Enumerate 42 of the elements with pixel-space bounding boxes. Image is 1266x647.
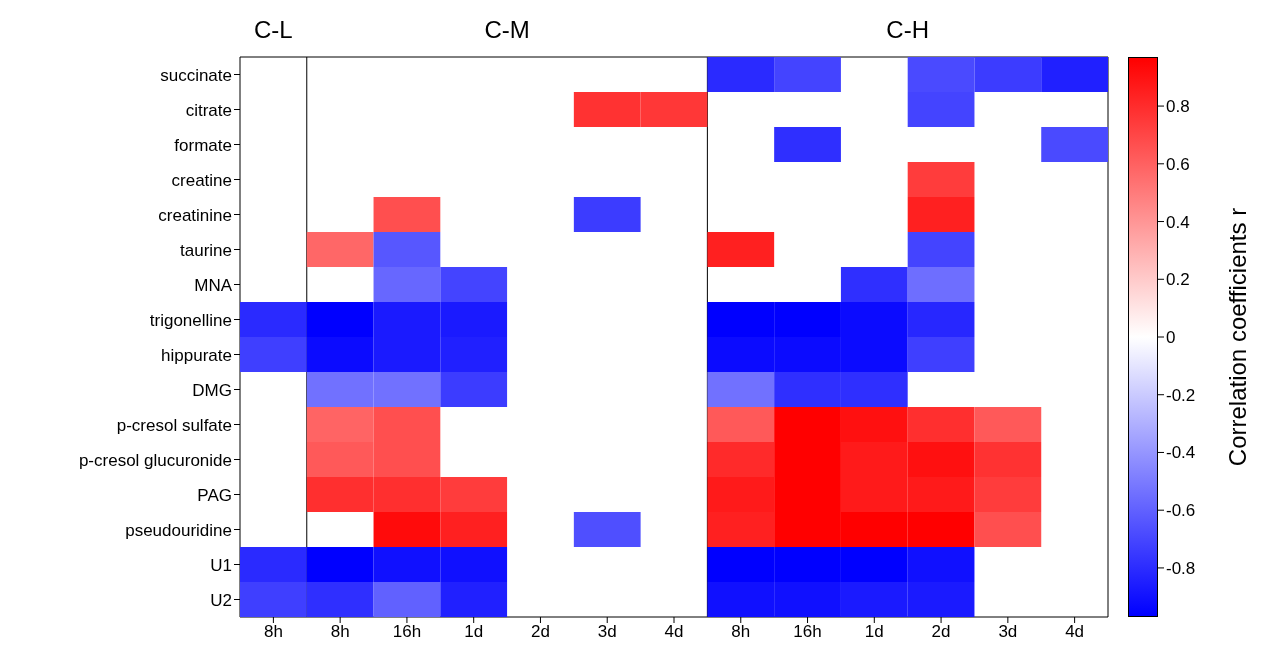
x-tick-label: 2d	[931, 622, 951, 642]
text: C-H	[885, 16, 930, 44]
color-bar-label: -0.4	[1166, 443, 1196, 463]
color-bar-title: Correlation coefficients r	[1224, 206, 1252, 469]
x-tick-label: 1d	[464, 622, 484, 642]
x-tick-label: 2d	[531, 622, 550, 642]
y-tick-label: taurine	[180, 240, 232, 260]
color-bar-label: 0.8	[1166, 97, 1190, 117]
y-tick-label: trigonelline	[149, 310, 232, 330]
color-bar-label: -0.8	[1166, 558, 1196, 578]
y-tick-label: formate	[174, 135, 232, 155]
y-tick-label: U2	[210, 590, 232, 610]
y-tick-label: creatine	[171, 170, 232, 190]
color-bar-label: -0.2	[1166, 385, 1196, 405]
y-tick-label: succinate	[160, 65, 232, 85]
y-tick-label: DMG	[192, 380, 232, 400]
y-tick-label: p-cresol glucuronide	[78, 450, 232, 470]
color-bar-label: 0.2	[1166, 270, 1190, 290]
x-tick-label: 4d	[1065, 622, 1085, 642]
x-tick-label: 8h	[731, 622, 751, 642]
color-bar-label: -0.6	[1166, 501, 1196, 521]
x-tick-label: 3d	[998, 622, 1018, 642]
y-tick-label: pseudouridine	[125, 520, 232, 540]
x-tick-label: 16h	[392, 622, 422, 642]
text: C-L	[253, 16, 294, 44]
y-tick-label: PAG	[197, 485, 232, 505]
y-tick-label: hippurate	[161, 345, 232, 365]
color-bar-label: 0.4	[1166, 212, 1190, 232]
x-tick-label: 1d	[864, 622, 884, 642]
y-tick-label: U1	[210, 555, 232, 575]
color-bar-label: 0.6	[1166, 154, 1190, 174]
color-bar-label: 0	[1166, 328, 1176, 348]
y-tick-label: MNA	[194, 275, 233, 295]
y-tick-label: creatinine	[158, 205, 232, 225]
x-tick-label: 8h	[263, 622, 283, 642]
y-tick-label: citrate	[185, 100, 232, 120]
x-tick-label: 16h	[793, 622, 822, 642]
x-tick-label: 4d	[664, 622, 684, 642]
y-tick-label: p-cresol sulfate	[116, 415, 232, 435]
x-tick-label: 3d	[597, 622, 617, 642]
x-tick-label: 8h	[330, 622, 350, 642]
text: C-M	[483, 16, 531, 44]
